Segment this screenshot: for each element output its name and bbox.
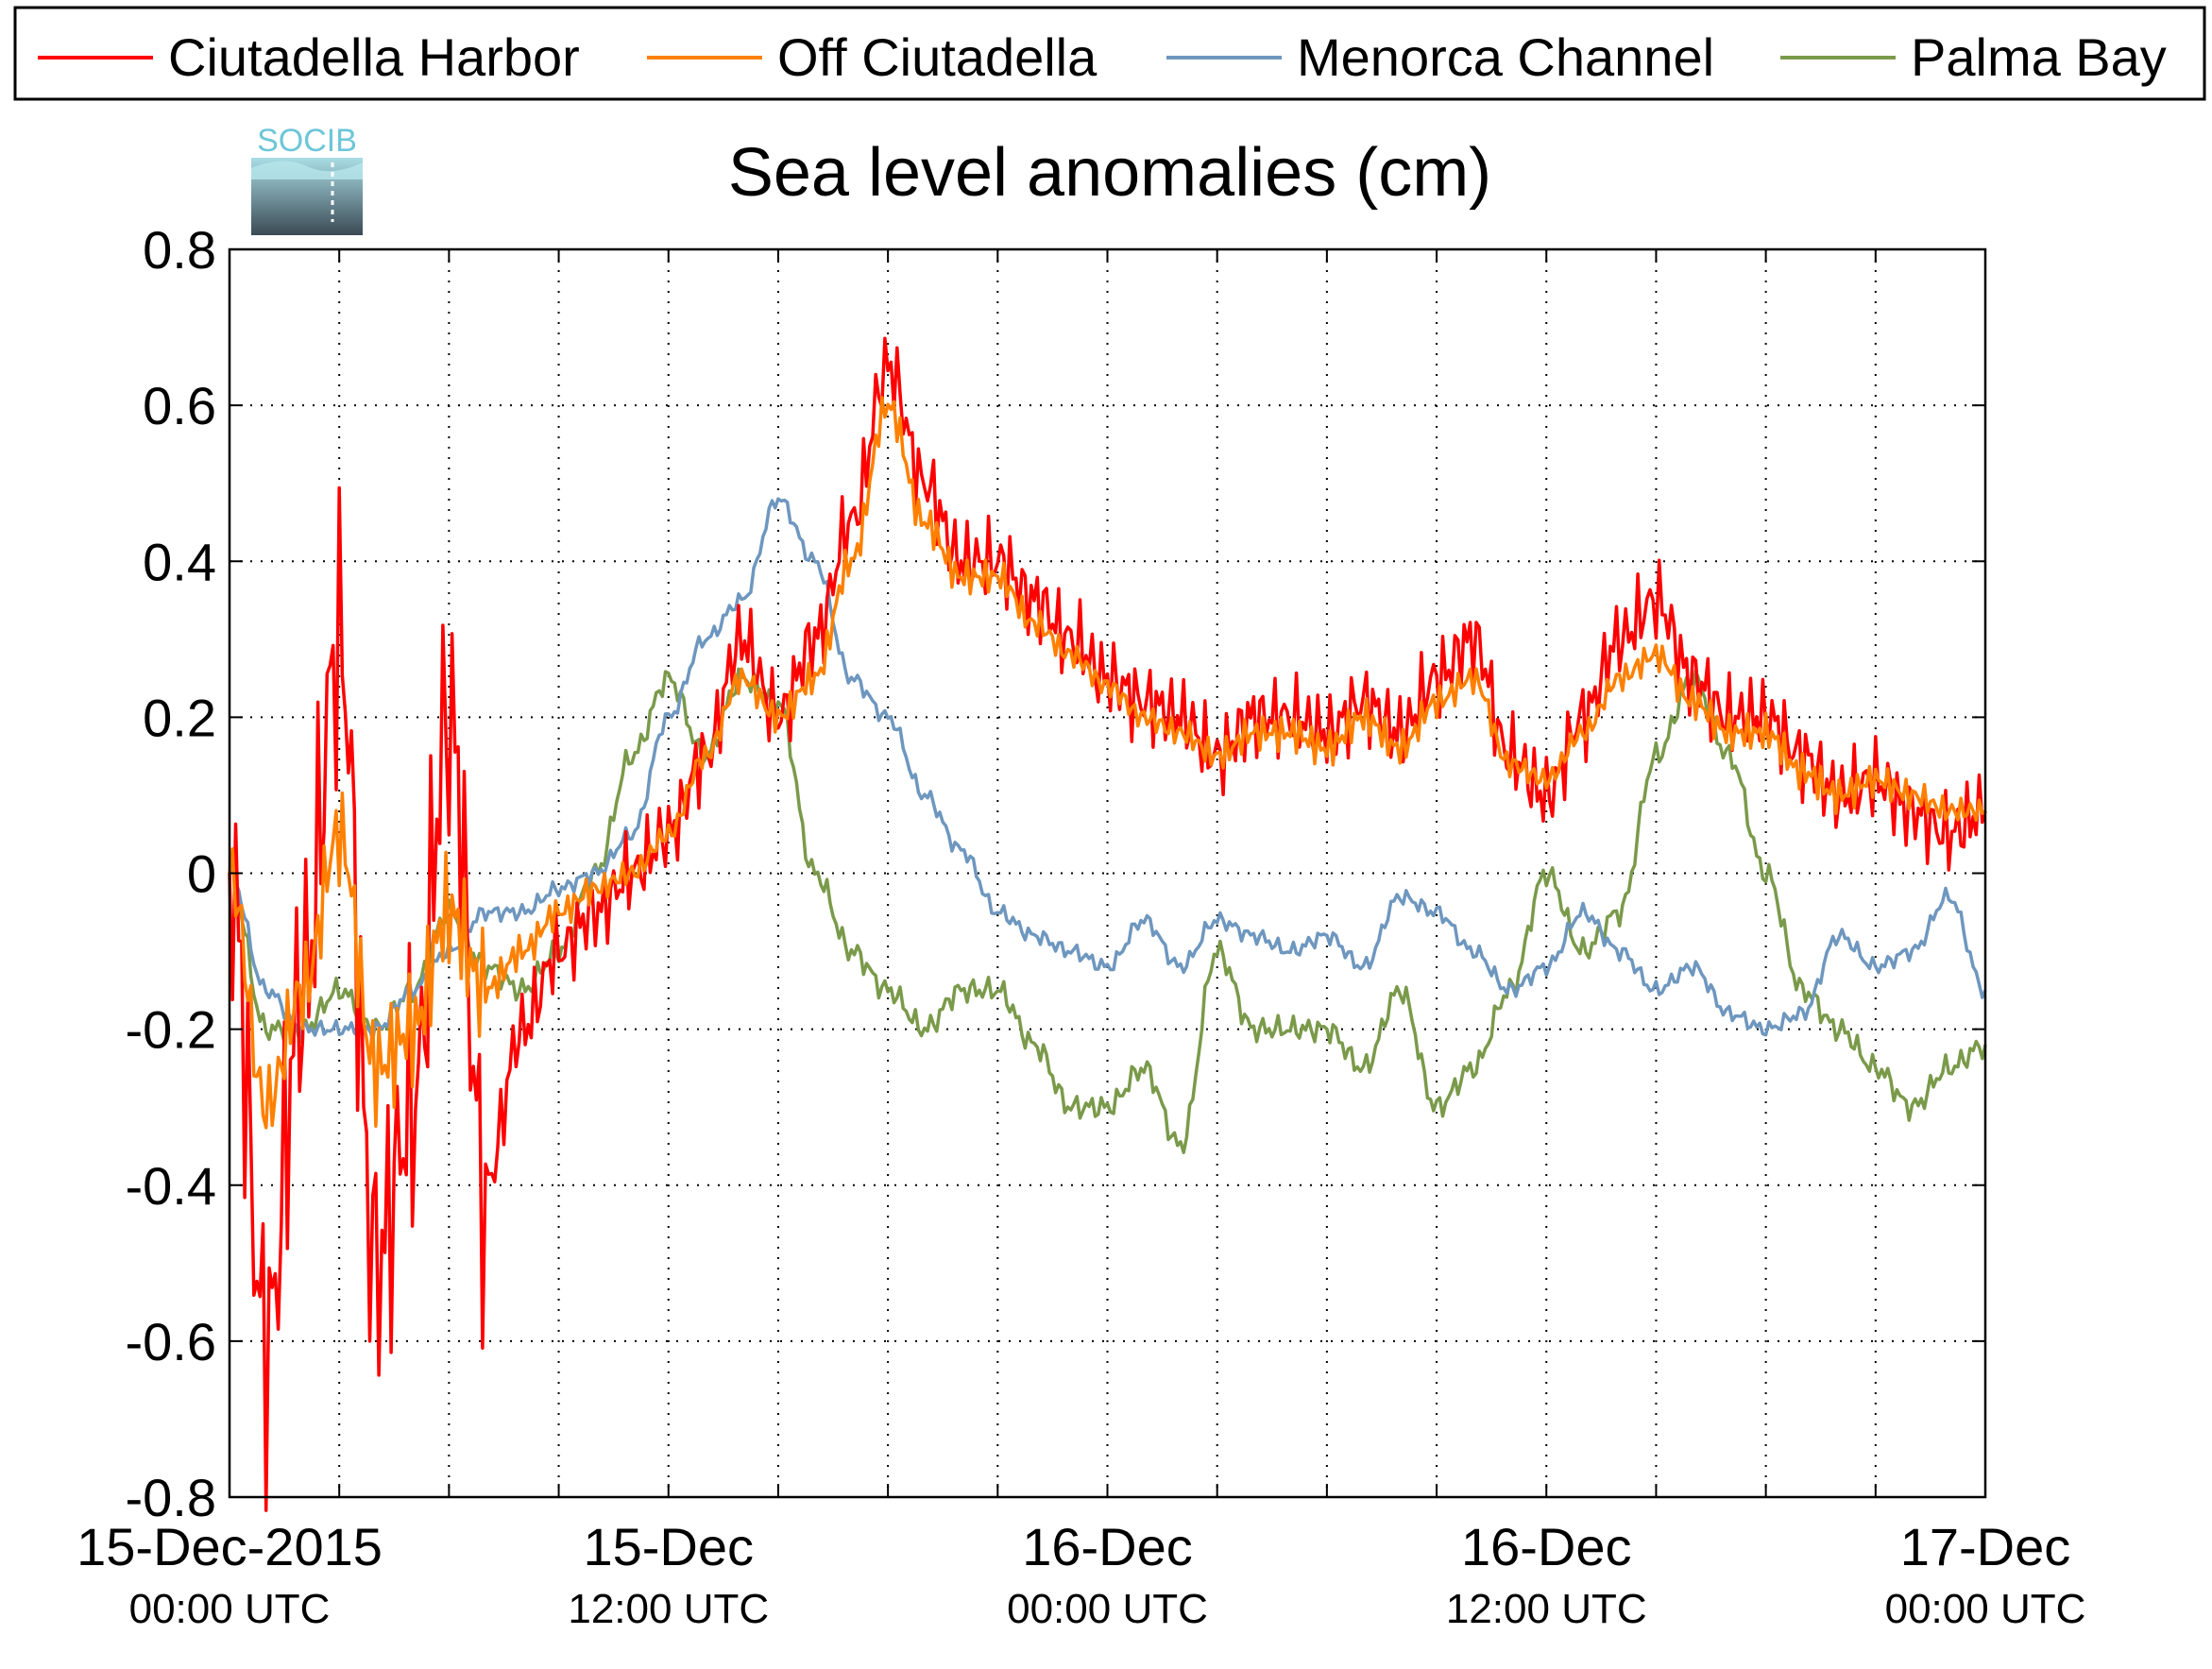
y-tick-label: 0.2 bbox=[143, 688, 216, 747]
x-tick-label-date: 15-Dec bbox=[583, 1517, 754, 1576]
x-axis-tick-labels: 15-Dec-2015 00:00 UTC 15-Dec 12:00 UTC 16-De… bbox=[77, 1517, 2085, 1632]
y-tick-label: 0.8 bbox=[143, 220, 216, 280]
plot-area bbox=[228, 247, 1987, 1512]
legend-label: Menorca Channel bbox=[1297, 27, 1714, 87]
logo-text: SOCIB bbox=[257, 123, 357, 159]
y-tick-label: 0.6 bbox=[143, 376, 216, 435]
series-line-ciutadella-harbor bbox=[228, 336, 1987, 1512]
x-tick-label-date: 16-Dec bbox=[1022, 1517, 1193, 1576]
legend-label: Off Ciutadella bbox=[777, 27, 1097, 87]
x-tick-label-time: 00:00 UTC bbox=[129, 1586, 331, 1632]
logo-wave-crest bbox=[251, 161, 363, 179]
legend-box bbox=[13, 6, 2206, 101]
axis-ticks bbox=[229, 248, 1986, 1498]
grid-lines bbox=[230, 249, 1985, 1497]
y-axis-tick-labels: 0.8 0.6 0.4 0.2 0 -0.2 -0.4 -0.6 -0.8 bbox=[126, 220, 217, 1527]
y-tick-label: -0.8 bbox=[126, 1468, 217, 1527]
series-line-menorca-channel bbox=[228, 497, 1987, 1039]
chart-title: Sea level anomalies (cm) bbox=[728, 135, 1491, 211]
x-tick-label-time: 12:00 UTC bbox=[568, 1586, 769, 1632]
x-tick-label-date: 17-Dec bbox=[1900, 1517, 2071, 1576]
x-tick-label-date: 16-Dec bbox=[1461, 1517, 1632, 1576]
y-tick-label: -0.4 bbox=[126, 1156, 217, 1216]
series-line-off-ciutadella bbox=[228, 396, 1987, 1130]
x-tick-label-time: 12:00 UTC bbox=[1446, 1586, 1647, 1632]
y-tick-label: 0 bbox=[187, 844, 216, 904]
x-tick-label-time: 00:00 UTC bbox=[1885, 1586, 2086, 1632]
x-tick-label-time: 00:00 UTC bbox=[1007, 1586, 1208, 1632]
x-tick-label-date: 15-Dec-2015 bbox=[77, 1517, 383, 1576]
y-tick-label: 0.4 bbox=[143, 532, 216, 591]
y-tick-label: -0.2 bbox=[126, 1000, 217, 1060]
series-lines bbox=[228, 336, 1987, 1512]
chart-legend: Ciutadella Harbor Off Ciutadella Menorca C… bbox=[13, 6, 2206, 101]
legend-label: Ciutadella Harbor bbox=[168, 27, 580, 87]
y-tick-label: -0.6 bbox=[126, 1312, 217, 1371]
legend-label: Palma Bay bbox=[1911, 27, 2167, 87]
socib-logo: SOCIB bbox=[251, 123, 363, 235]
